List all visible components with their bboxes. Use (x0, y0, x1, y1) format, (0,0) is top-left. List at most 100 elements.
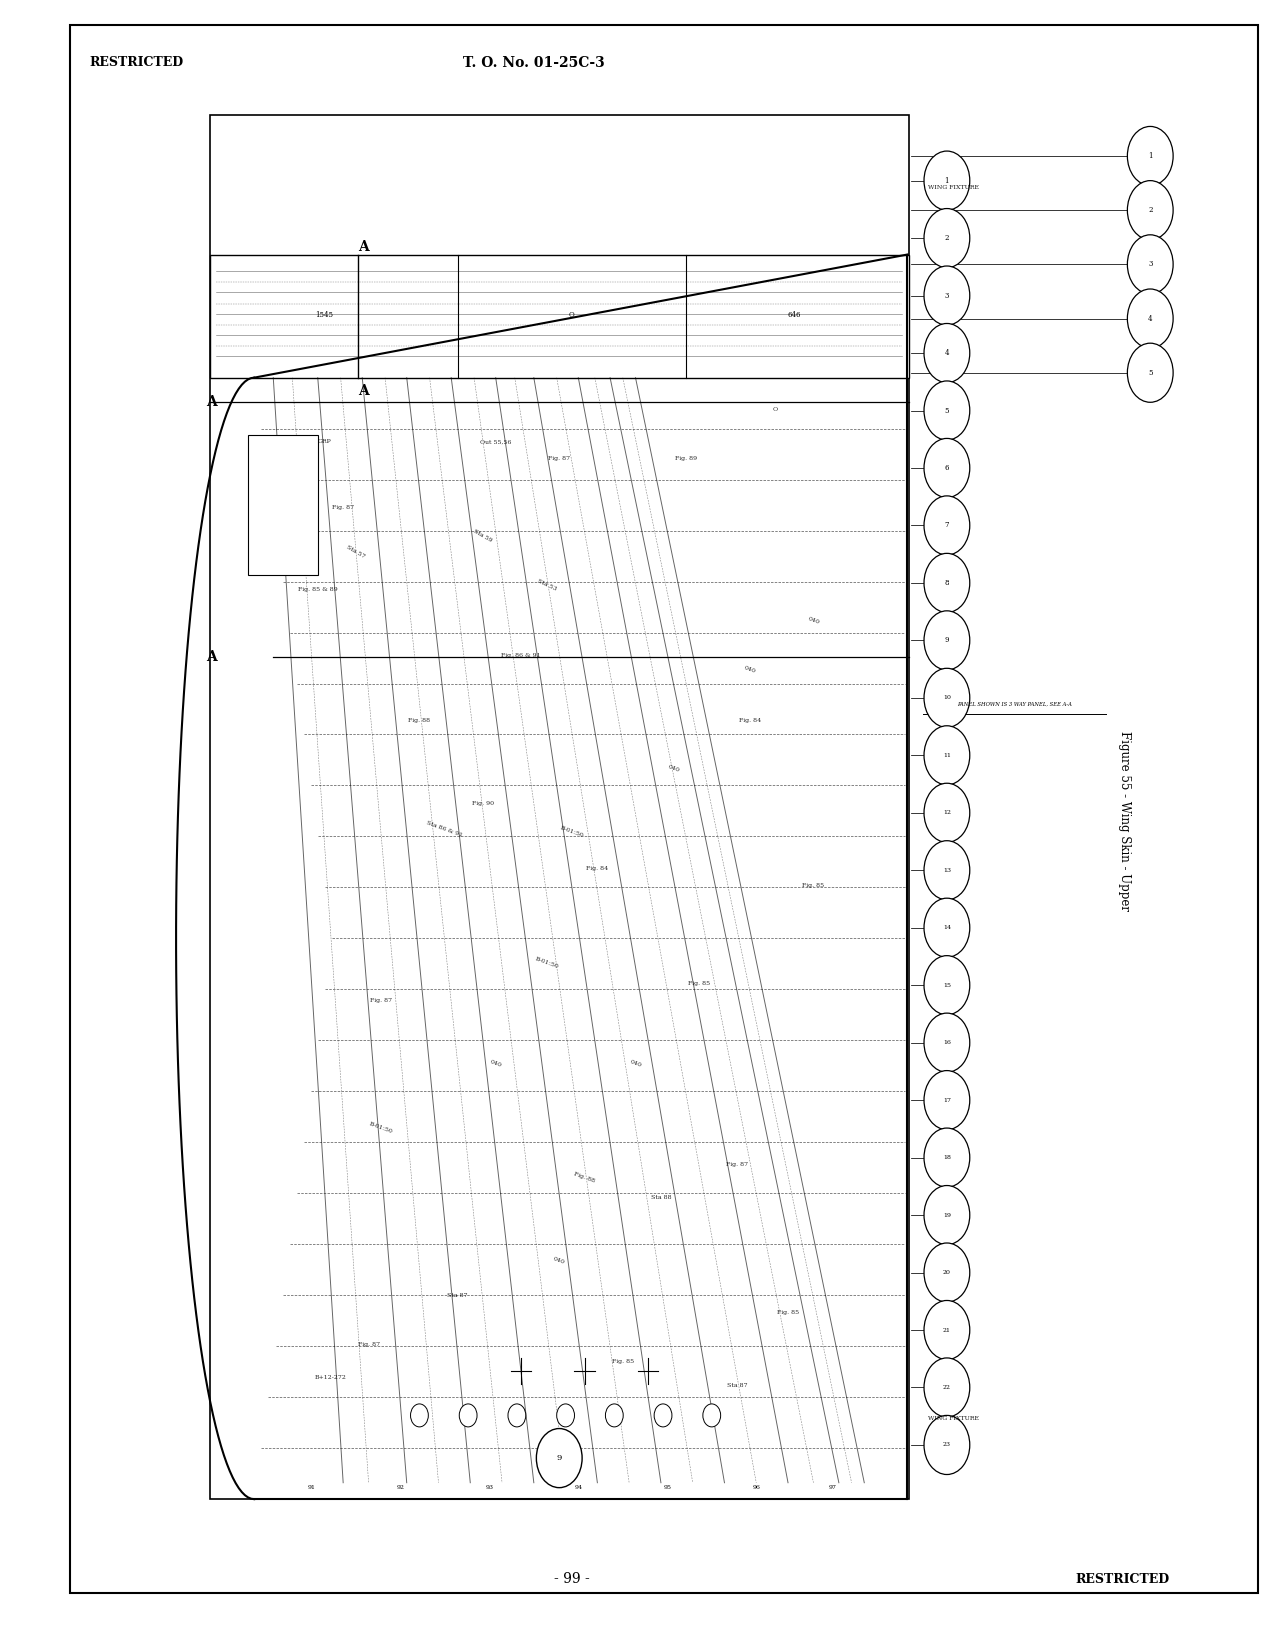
Text: A: A (206, 650, 216, 663)
Text: 12: 12 (943, 810, 951, 816)
Text: 3: 3 (944, 292, 949, 299)
Text: 91: 91 (308, 1486, 315, 1491)
Text: A: A (358, 240, 369, 255)
Circle shape (411, 1404, 428, 1427)
Circle shape (1127, 235, 1173, 294)
Text: 1: 1 (944, 177, 949, 184)
Text: 2: 2 (944, 235, 949, 241)
Text: 11: 11 (943, 752, 951, 759)
Circle shape (605, 1404, 623, 1427)
Text: Fig. 85: Fig. 85 (688, 982, 710, 987)
Text: Fig. 84: Fig. 84 (738, 719, 761, 724)
Circle shape (924, 209, 970, 268)
Circle shape (924, 438, 970, 498)
Text: 1545: 1545 (315, 310, 333, 319)
Text: 040: 040 (807, 616, 820, 626)
Circle shape (924, 381, 970, 440)
Text: O: O (773, 407, 778, 412)
Text: Fig. 87: Fig. 87 (370, 998, 393, 1003)
Bar (210, 115, 909, 1499)
Circle shape (924, 668, 970, 727)
Text: 97: 97 (829, 1486, 836, 1491)
Text: Sta 87: Sta 87 (447, 1294, 468, 1299)
Text: Fig. 88: Fig. 88 (408, 719, 431, 724)
Text: 19: 19 (943, 1212, 951, 1218)
Text: Fig. 85: Fig. 85 (777, 1310, 799, 1315)
Text: 95: 95 (663, 1486, 671, 1491)
Text: 040: 040 (629, 1059, 642, 1069)
Circle shape (924, 1243, 970, 1302)
Circle shape (536, 1429, 582, 1488)
Text: Fig. 84: Fig. 84 (586, 867, 609, 872)
Circle shape (924, 1013, 970, 1072)
Circle shape (924, 323, 970, 383)
Text: 646: 646 (788, 310, 801, 319)
Text: 3: 3 (1148, 261, 1153, 268)
Circle shape (924, 496, 970, 555)
Circle shape (924, 1415, 970, 1475)
Text: Fig. 89: Fig. 89 (675, 456, 698, 461)
Circle shape (557, 1404, 574, 1427)
Circle shape (924, 1128, 970, 1187)
Circle shape (508, 1404, 526, 1427)
Text: Sta 86 & 91: Sta 86 & 91 (426, 821, 464, 839)
Text: Sta 88: Sta 88 (651, 1195, 671, 1200)
Text: Fig. 87: Fig. 87 (548, 456, 571, 461)
Text: 040: 040 (744, 665, 756, 675)
Bar (248, 435, 318, 575)
Text: 9: 9 (944, 637, 949, 644)
Text: Figure 55 - Wing Skin - Upper: Figure 55 - Wing Skin - Upper (1118, 731, 1131, 911)
Text: 040: 040 (553, 1256, 566, 1266)
Text: T. O. No. 01-25C-3: T. O. No. 01-25C-3 (463, 56, 605, 71)
Text: 7: 7 (944, 522, 949, 529)
Text: Sta 53: Sta 53 (536, 580, 557, 593)
Text: 4: 4 (944, 350, 949, 356)
Text: Fig. 85 & 89: Fig. 85 & 89 (297, 588, 338, 593)
Circle shape (924, 726, 970, 785)
Text: 2: 2 (1148, 207, 1153, 213)
Text: O: O (569, 310, 574, 319)
Text: 1: 1 (1148, 153, 1153, 159)
Text: 21: 21 (943, 1327, 951, 1333)
Bar (210, 255, 909, 378)
Text: 22: 22 (943, 1384, 951, 1391)
Text: PANEL SHOWN IS 3 WAY PANEL, SEE A-A: PANEL SHOWN IS 3 WAY PANEL, SEE A-A (957, 703, 1071, 708)
Circle shape (924, 783, 970, 842)
Text: GRP: GRP (318, 440, 330, 445)
Text: Fig. 86 & 91: Fig. 86 & 91 (501, 654, 541, 658)
Text: Sta 59: Sta 59 (473, 529, 493, 544)
Circle shape (703, 1404, 721, 1427)
Text: Out 55,56: Out 55,56 (480, 440, 511, 445)
Text: B-01:50: B-01:50 (559, 826, 585, 839)
Text: 96: 96 (752, 1486, 760, 1491)
Text: WING FIXTURE: WING FIXTURE (928, 1417, 979, 1422)
Text: 14: 14 (943, 924, 951, 931)
Text: A: A (206, 396, 216, 409)
Circle shape (1127, 343, 1173, 402)
Circle shape (924, 1071, 970, 1130)
Text: Fig. 90: Fig. 90 (472, 801, 494, 806)
Circle shape (924, 266, 970, 325)
Text: 5: 5 (944, 407, 949, 414)
Text: 040: 040 (667, 764, 680, 773)
Text: 18: 18 (943, 1154, 951, 1161)
Text: 040: 040 (489, 1059, 502, 1069)
Circle shape (924, 151, 970, 210)
Text: WING FIXTURE: WING FIXTURE (928, 186, 979, 190)
Text: A: A (358, 384, 369, 399)
Text: 8: 8 (944, 580, 949, 586)
Text: 5: 5 (1148, 369, 1153, 376)
Circle shape (924, 1300, 970, 1360)
Text: Fig. 88: Fig. 88 (573, 1171, 596, 1184)
Text: B-01:50: B-01:50 (534, 957, 559, 970)
Text: Fig. 85: Fig. 85 (802, 883, 825, 888)
Text: 17: 17 (943, 1097, 951, 1103)
Text: 92: 92 (397, 1486, 404, 1491)
Text: 15: 15 (943, 982, 951, 988)
Circle shape (924, 898, 970, 957)
Text: Sta 57: Sta 57 (346, 545, 366, 560)
Text: 4: 4 (1148, 315, 1153, 322)
Text: 6: 6 (944, 465, 949, 471)
Circle shape (1127, 181, 1173, 240)
Text: - 99 -: - 99 - (554, 1571, 590, 1586)
